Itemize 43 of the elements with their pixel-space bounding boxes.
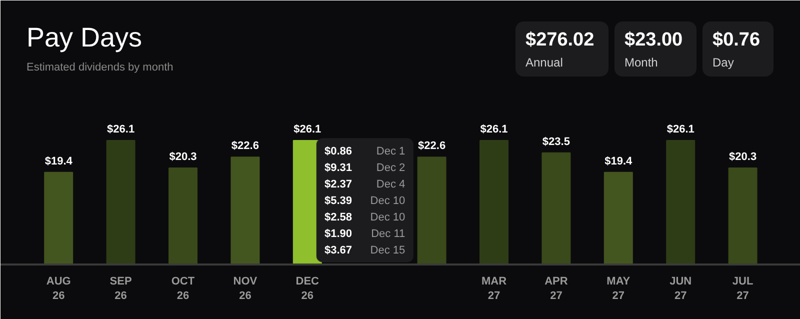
bar — [728, 168, 758, 264]
text: $23.00 Month — [624, 30, 683, 70]
text: $0.76 Day — [712, 30, 760, 70]
text: $5.39 Dec 10 — [324, 195, 406, 207]
data-label: $22.6 — [418, 140, 446, 152]
x-tick-label: DEC 26 — [296, 276, 320, 302]
text: $0.86 Dec 1 — [324, 146, 406, 158]
text: $2.37 Dec 4 — [324, 178, 406, 190]
x-tick-label: MAR 27 — [481, 276, 507, 302]
x-tick-label: MAY 27 — [606, 276, 631, 302]
text: $2.58 Dec 10 — [324, 212, 406, 224]
bar — [417, 156, 446, 264]
x-tick-label: JUL 27 — [732, 276, 754, 302]
text: $3.67 Dec 15 — [324, 244, 406, 256]
x-tick-label: SEP 26 — [110, 276, 132, 302]
x-tick-label: OCT 26 — [171, 276, 195, 302]
x-tick-label: NOV 26 — [233, 276, 258, 302]
bar — [44, 172, 74, 264]
data-label: $19.4 — [604, 155, 634, 168]
text: $1.90 Dec 11 — [324, 228, 406, 240]
bar — [230, 156, 260, 264]
bar — [480, 140, 508, 264]
x-tick-label: APR 27 — [544, 276, 568, 302]
text: $9.31 Dec 2 — [324, 162, 406, 174]
data-label: $19.4 — [44, 155, 74, 168]
chart-title: Pay Days — [26, 22, 142, 52]
bar — [604, 172, 633, 264]
bar — [542, 152, 571, 264]
data-label: $20.3 — [169, 151, 197, 164]
data-label: $26.1 — [480, 124, 508, 136]
data-label: $23.5 — [542, 136, 570, 148]
bar — [106, 140, 136, 264]
bar — [168, 168, 198, 264]
data-label: $26.1 — [294, 124, 322, 136]
x-tick-label: AUG 26 — [46, 276, 71, 302]
data-label: $26.1 — [666, 124, 694, 136]
data-label: $26.1 — [107, 124, 135, 136]
data-label: $22.6 — [231, 140, 259, 152]
chart-subtitle: Estimated dividends by month — [26, 62, 174, 74]
x-tick-label: JUN 27 — [670, 276, 692, 302]
data-label: $20.3 — [729, 151, 757, 164]
bar — [666, 140, 696, 264]
text: $276.02 Annual — [526, 30, 594, 70]
